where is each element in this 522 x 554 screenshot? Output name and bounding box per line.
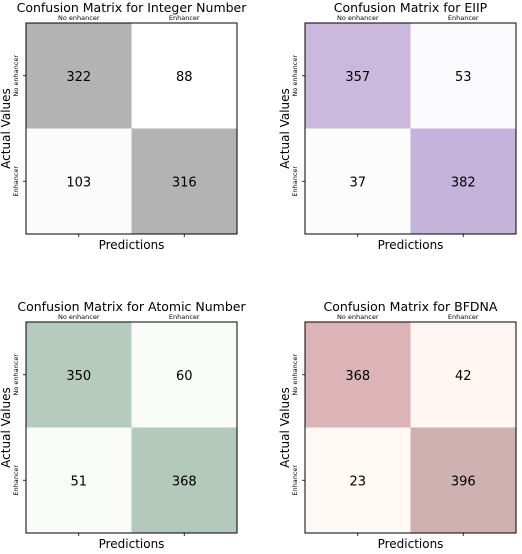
- x-axis-label: Predictions: [378, 238, 444, 252]
- y-tick-label: Enhancer: [291, 166, 299, 197]
- y-tick-label: No enhancer: [291, 354, 299, 396]
- cell-value-label: 396: [451, 474, 476, 489]
- x-tick-label: No enhancer: [337, 313, 379, 321]
- matrix-frame: [304, 22, 517, 235]
- cell-value-label: 322: [66, 70, 91, 85]
- y-axis-label: Actual Values: [0, 88, 13, 169]
- matrix-cell: [131, 322, 237, 428]
- cell-value-label: 23: [349, 474, 366, 489]
- x-tick-label: Enhancer: [169, 313, 200, 321]
- matrix-frame: [25, 22, 238, 235]
- y-tick-label: No enhancer: [12, 354, 20, 396]
- matrix-cell: [410, 128, 516, 234]
- y-axis-label: Actual Values: [278, 88, 292, 169]
- cell-value-label: 51: [70, 474, 87, 489]
- x-tick-label: No enhancer: [58, 313, 100, 321]
- y-tick-label: No enhancer: [291, 55, 299, 97]
- matrix-frame: [25, 321, 238, 534]
- chart-title: Confusion Matrix for Atomic Number: [17, 299, 246, 314]
- y-axis-label: Actual Values: [0, 387, 13, 468]
- matrix-cell: [26, 23, 132, 129]
- matrix-cell: [26, 427, 132, 533]
- x-tick-label: Enhancer: [169, 14, 200, 22]
- cell-value-label: 53: [455, 70, 472, 85]
- y-tick-label: Enhancer: [12, 465, 20, 496]
- matrix-cell: [305, 128, 411, 234]
- x-tick-label: No enhancer: [58, 14, 100, 22]
- matrix-cell: [410, 23, 516, 129]
- cell-value-label: 382: [451, 175, 476, 190]
- matrix-cell: [410, 322, 516, 428]
- cell-value-label: 350: [66, 369, 91, 384]
- matrix-cell: [305, 427, 411, 533]
- cell-value-label: 88: [176, 70, 193, 85]
- matrix-cell: [131, 427, 237, 533]
- chart-title: Confusion Matrix for Integer Number: [17, 0, 248, 15]
- matrix-cell: [305, 23, 411, 129]
- chart-title: Confusion Matrix for BFDNA: [324, 299, 498, 314]
- cell-value-label: 368: [345, 369, 370, 384]
- cell-value-label: 316: [172, 175, 197, 190]
- y-tick-label: No enhancer: [12, 55, 20, 97]
- matrix-cell: [410, 427, 516, 533]
- y-axis-label: Actual Values: [278, 387, 292, 468]
- cell-value-label: 42: [455, 369, 472, 384]
- cell-value-label: 37: [349, 175, 366, 190]
- x-axis-label: Predictions: [99, 537, 165, 550]
- matrix-cell: [26, 128, 132, 234]
- chart-title: Confusion Matrix for EIIP: [334, 0, 488, 15]
- matrix-cell: [26, 322, 132, 428]
- x-tick-label: No enhancer: [337, 14, 379, 22]
- matrix-cell: [131, 23, 237, 129]
- cell-value-label: 368: [172, 474, 197, 489]
- matrix-frame: [304, 321, 517, 534]
- cell-value-label: 103: [66, 175, 91, 190]
- x-axis-label: Predictions: [378, 537, 444, 550]
- x-tick-label: Enhancer: [448, 313, 479, 321]
- x-tick-label: Enhancer: [448, 14, 479, 22]
- x-axis-label: Predictions: [99, 238, 165, 252]
- matrix-cell: [131, 128, 237, 234]
- cell-value-label: 357: [345, 70, 370, 85]
- cell-value-label: 60: [176, 369, 193, 384]
- matrix-cell: [305, 322, 411, 428]
- y-tick-label: Enhancer: [12, 166, 20, 197]
- y-tick-label: Enhancer: [291, 465, 299, 496]
